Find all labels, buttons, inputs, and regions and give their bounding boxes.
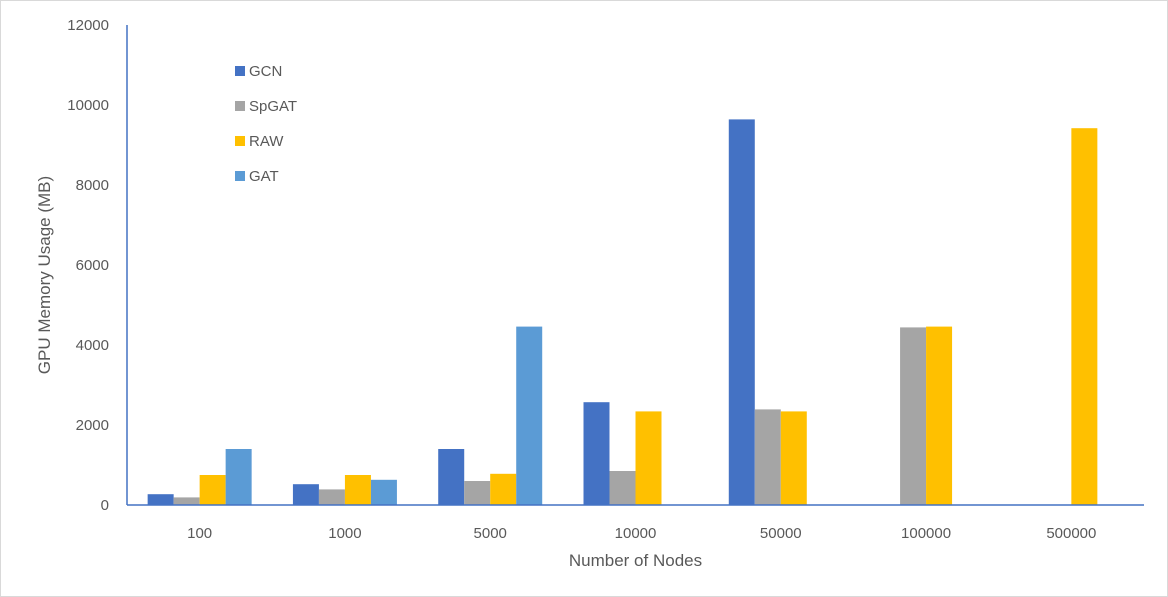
bar-gat-1000 <box>370 479 397 505</box>
y-tick-label: 2000 <box>76 417 109 434</box>
bar-raw-5000 <box>490 473 517 505</box>
y-tick-label: 4000 <box>76 337 109 354</box>
bar-spgat-1000 <box>318 489 345 505</box>
y-tick-label: 6000 <box>76 257 109 274</box>
legend-swatch-spgat <box>235 101 245 111</box>
bar-raw-1000 <box>344 475 371 505</box>
x-tick-label: 5000 <box>474 525 507 542</box>
bar-gat-5000 <box>516 326 543 505</box>
legend-label-raw: RAW <box>249 133 284 150</box>
y-tick-label: 12000 <box>67 17 109 34</box>
y-axis-title: GPU Memory Usage (MB) <box>35 176 54 374</box>
bar-gcn-5000 <box>438 449 465 505</box>
x-tick-label: 10000 <box>615 525 657 542</box>
bar-raw-10000 <box>635 411 662 505</box>
y-tick-label: 0 <box>101 497 109 514</box>
bar-gcn-1000 <box>292 484 319 505</box>
y-tick-label: 10000 <box>67 97 109 114</box>
legend-swatch-gat <box>235 171 245 181</box>
bar-spgat-50000 <box>754 409 781 505</box>
bar-spgat-10000 <box>609 471 636 505</box>
x-tick-label: 500000 <box>1046 525 1096 542</box>
x-tick-label: 100 <box>187 525 212 542</box>
bar-gcn-100 <box>147 494 174 505</box>
bar-raw-500000 <box>1071 128 1098 505</box>
x-axis-title: Number of Nodes <box>569 551 702 570</box>
legend: GCN SpGAT RAW GAT <box>235 63 297 185</box>
bar-raw-100000 <box>926 326 953 505</box>
bars <box>147 119 1098 506</box>
x-axis-ticks: 100 1000 5000 10000 50000 100000 500000 <box>187 525 1096 542</box>
bar-raw-50000 <box>780 411 807 505</box>
bar-gcn-10000 <box>583 402 610 505</box>
legend-swatch-gcn <box>235 66 245 76</box>
bar-spgat-100 <box>173 497 200 505</box>
x-tick-label: 100000 <box>901 525 951 542</box>
bar-spgat-100000 <box>900 327 927 505</box>
legend-label-gat: GAT <box>249 168 279 185</box>
bar-gat-100 <box>225 449 252 505</box>
legend-label-spgat: SpGAT <box>249 98 297 115</box>
legend-swatch-raw <box>235 136 245 146</box>
y-axis-ticks: 0 2000 4000 6000 8000 10000 12000 <box>67 17 109 514</box>
bar-raw-100 <box>199 475 226 505</box>
x-tick-label: 50000 <box>760 525 802 542</box>
bar-spgat-5000 <box>464 481 491 505</box>
x-tick-label: 1000 <box>328 525 361 542</box>
bar-gcn-50000 <box>728 119 755 506</box>
y-tick-label: 8000 <box>76 177 109 194</box>
legend-label-gcn: GCN <box>249 63 282 80</box>
